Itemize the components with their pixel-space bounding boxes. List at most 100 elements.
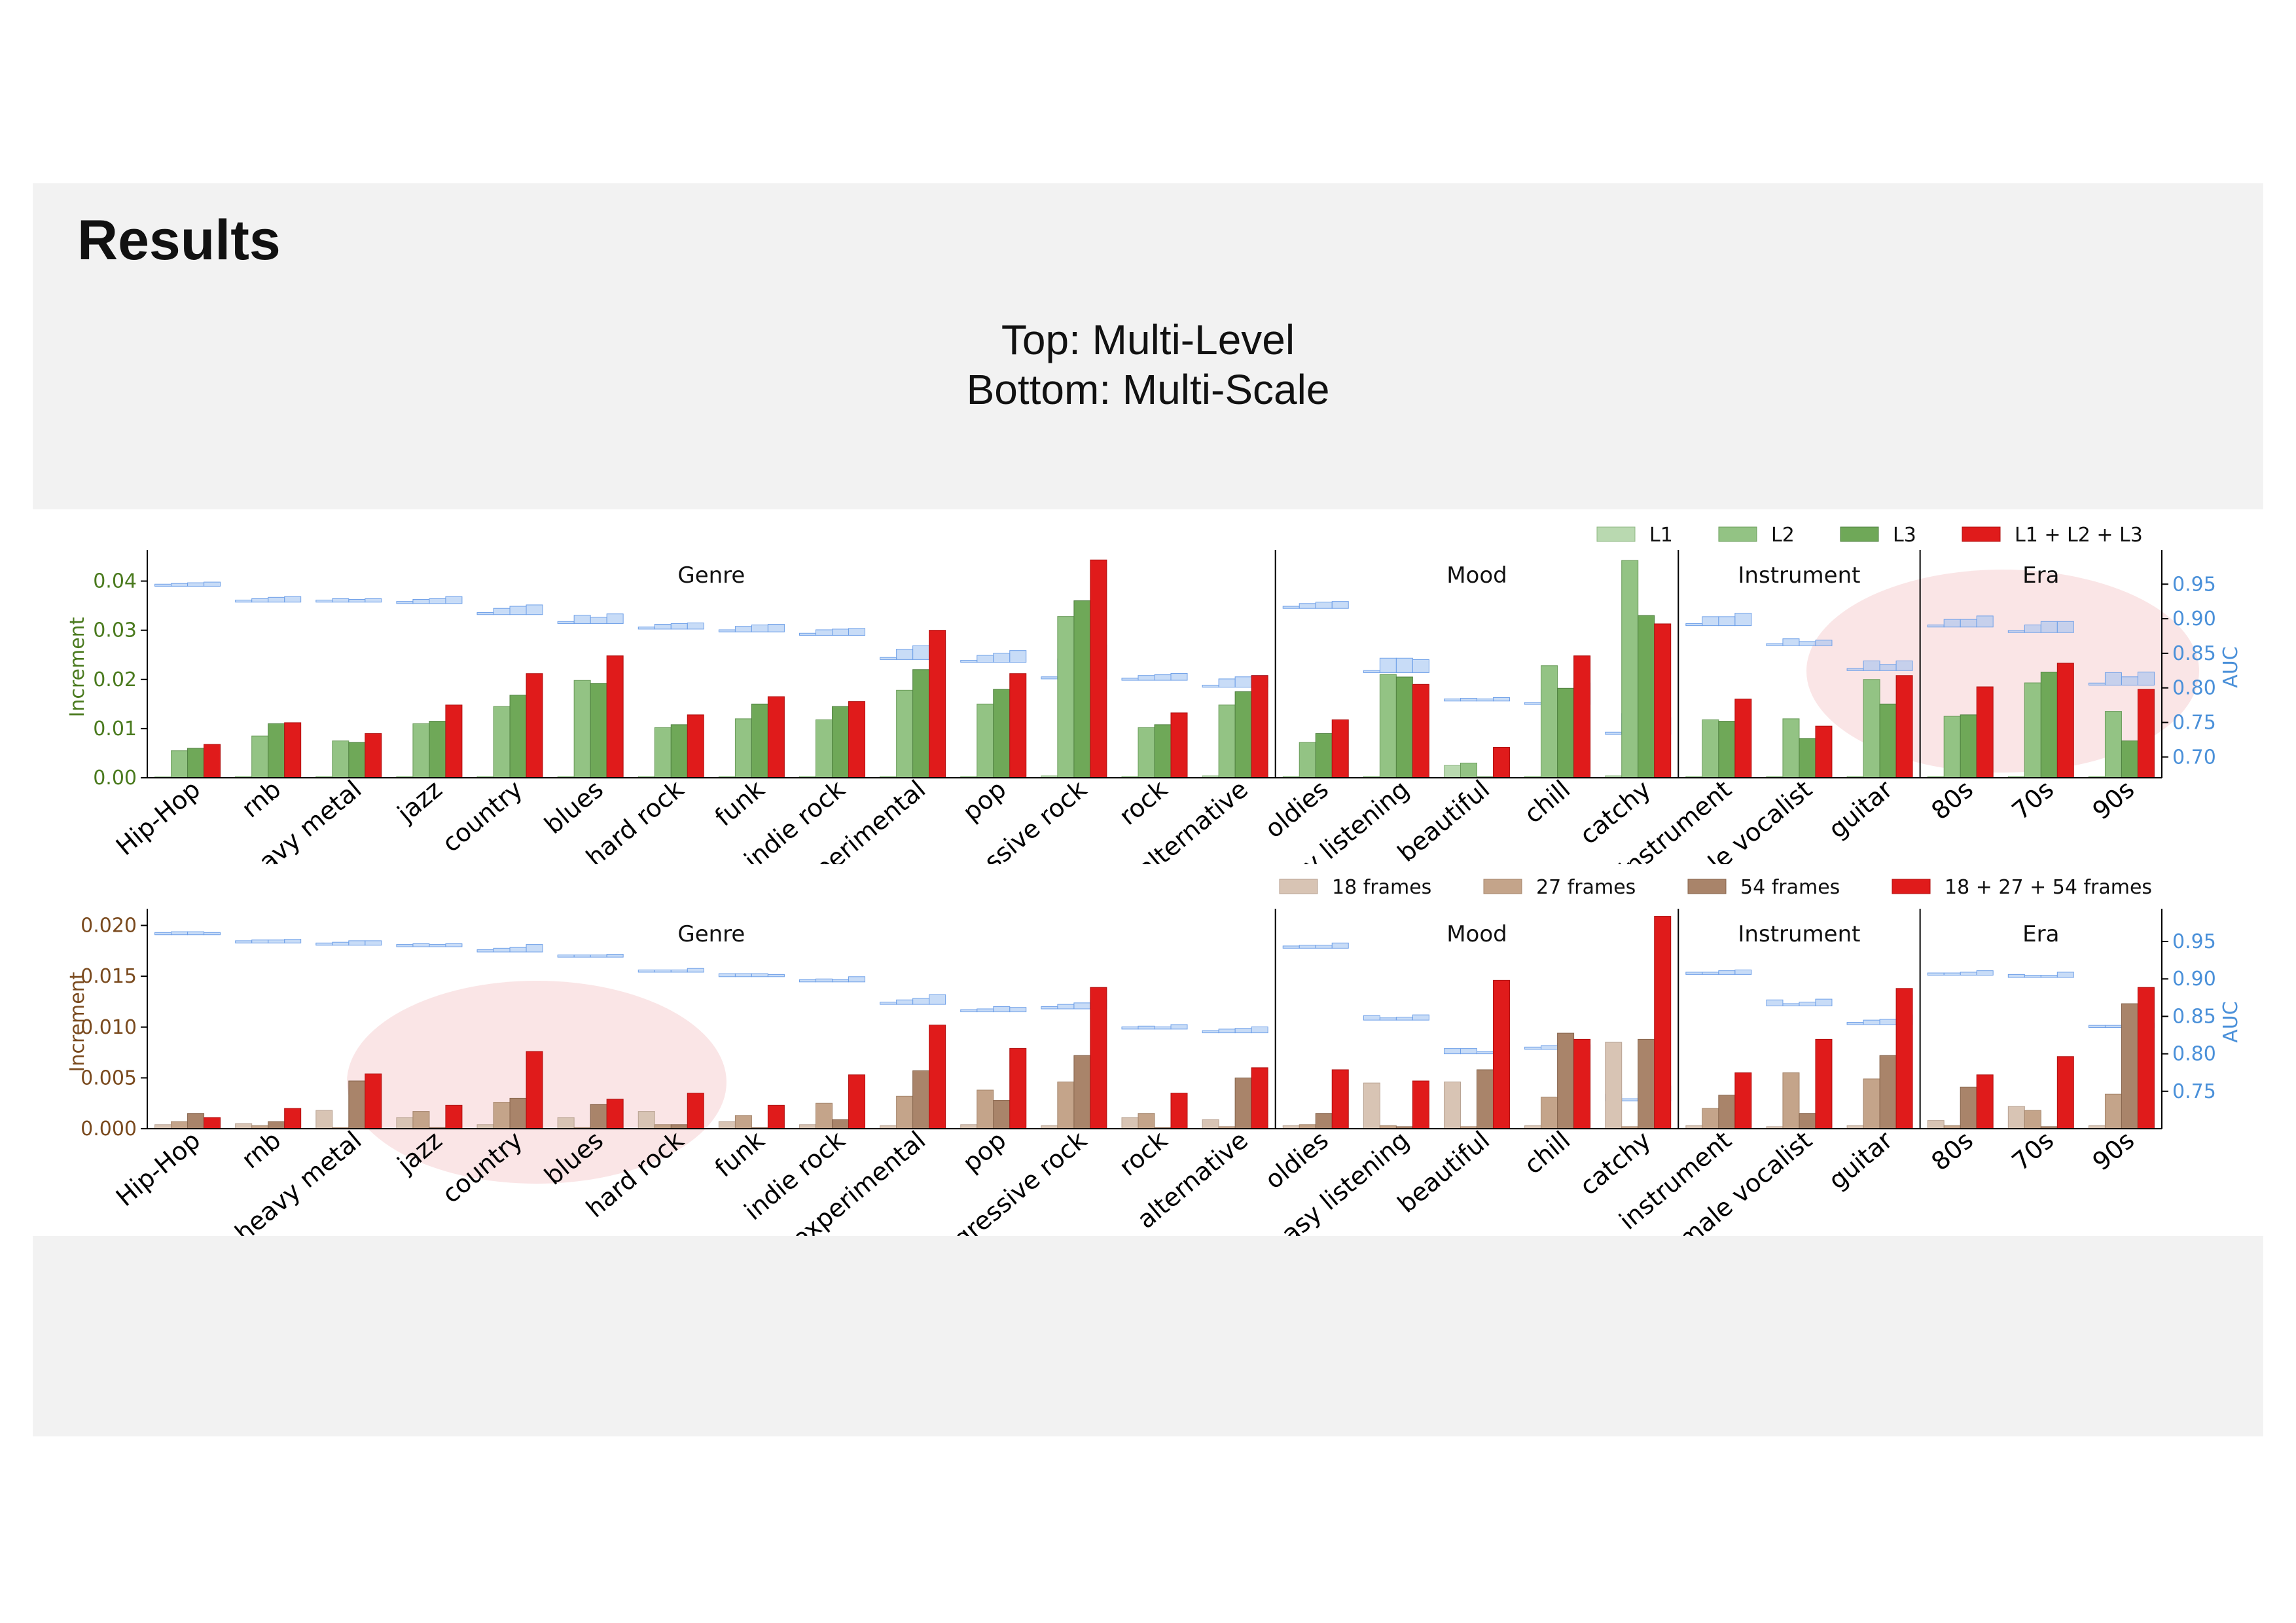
auc-bar (1943, 619, 1961, 628)
bar (1009, 673, 1027, 778)
auc-bar (573, 955, 591, 958)
auc-bar (1685, 623, 1703, 627)
y-axis-label: Increment (66, 617, 89, 717)
legend-swatch (1279, 879, 1318, 894)
bar (670, 724, 688, 778)
auc-bar (799, 979, 817, 983)
group-label: Mood (1446, 921, 1507, 947)
auc-bar (767, 974, 785, 977)
bar (912, 669, 930, 778)
auc-bar (960, 659, 978, 663)
bar (235, 1123, 253, 1129)
slide-subtitle-line-2: Bottom: Multi-Scale (966, 366, 1330, 413)
x-tick-label: rnb (236, 1125, 287, 1174)
y2-tick-label: 0.95 (2172, 573, 2216, 596)
auc-bar (1202, 684, 1219, 688)
bar (2056, 1056, 2074, 1129)
bar (751, 703, 768, 778)
auc-bar (1846, 668, 1864, 671)
x-tick-label: guitar (1823, 775, 1898, 844)
x-tick-label: chill (1518, 1125, 1575, 1180)
bar (204, 1117, 221, 1129)
bar (2056, 663, 2074, 778)
auc-bar (1734, 970, 1752, 975)
bar (365, 1073, 382, 1129)
group-label: Instrument (1738, 921, 1860, 947)
auc-bar (606, 613, 624, 624)
group-label: Instrument (1738, 562, 1860, 589)
auc-bar (2007, 630, 2025, 633)
bar (1251, 1067, 1268, 1129)
auc-bar (816, 629, 833, 636)
auc-bar (1073, 1002, 1091, 1010)
auc-bar (880, 657, 897, 660)
auc-bar (1815, 640, 1833, 646)
auc-bar (637, 970, 655, 973)
auc-bar (1702, 972, 1719, 975)
auc-bar (1443, 699, 1461, 702)
auc-bar (590, 617, 607, 624)
y-tick-label: 0.00 (93, 767, 137, 790)
bar (557, 1117, 575, 1129)
x-tick-label: Progressive rock (918, 775, 1092, 864)
bar (1638, 615, 1655, 778)
bar (1315, 1113, 1333, 1129)
auc-bar (718, 973, 736, 977)
bar (1799, 1113, 1816, 1129)
auc-bar (1138, 1025, 1155, 1030)
auc-bar (1943, 972, 1961, 976)
bar (1638, 1038, 1655, 1129)
auc-bar (268, 596, 285, 603)
bar (1815, 1038, 1833, 1129)
auc-bar (1782, 638, 1800, 646)
auc-bar (493, 608, 511, 615)
auc-bar (2088, 682, 2106, 685)
auc-bar (637, 627, 655, 630)
bar (315, 1110, 333, 1129)
auc-bar (848, 976, 866, 983)
bar (734, 718, 752, 778)
auc-bar (1879, 1019, 1897, 1025)
bar (1138, 727, 1155, 778)
bar (493, 1102, 511, 1129)
bar (268, 723, 285, 778)
auc-bar (396, 944, 414, 947)
auc-bar (718, 629, 736, 632)
auc-bar (1927, 625, 1945, 628)
legend-label: L1 (1649, 524, 1673, 547)
legend-swatch (1718, 526, 1757, 542)
auc-bar (1379, 657, 1397, 673)
auc-bar (606, 953, 624, 958)
auc-bar (1895, 660, 1913, 671)
auc-bar (2024, 625, 2041, 633)
x-tick-label: 80s (1926, 1125, 1978, 1176)
bar (171, 750, 188, 778)
auc-bar (251, 939, 269, 943)
bar (1202, 1119, 1219, 1129)
bar (1476, 1069, 1494, 1129)
y-tick-label: 0.000 (81, 1118, 137, 1140)
auc-bar (429, 944, 446, 947)
bar (412, 723, 430, 778)
bar (1121, 1117, 1139, 1129)
bar (1557, 1032, 1575, 1129)
auc-bar (1621, 1098, 1639, 1102)
bar (1927, 1120, 1945, 1129)
auc-bar (1476, 1051, 1494, 1055)
bar (1863, 679, 1880, 778)
auc-bar (526, 944, 543, 953)
auc-bar (1395, 1017, 1413, 1021)
auc-bar (734, 973, 752, 977)
bar (332, 740, 350, 778)
auc-bar (1315, 602, 1333, 609)
bar (445, 704, 463, 778)
y2-tick-label: 0.85 (2172, 642, 2216, 665)
x-tick-label: guitar (1823, 1125, 1898, 1195)
auc-bar (332, 598, 350, 603)
bar (993, 689, 1011, 778)
auc-bar (799, 632, 817, 636)
auc-bar (816, 978, 833, 983)
x-tick-label: 90s (2087, 775, 2140, 826)
x-tick-label: blues (539, 775, 609, 839)
bar (1879, 703, 1897, 778)
